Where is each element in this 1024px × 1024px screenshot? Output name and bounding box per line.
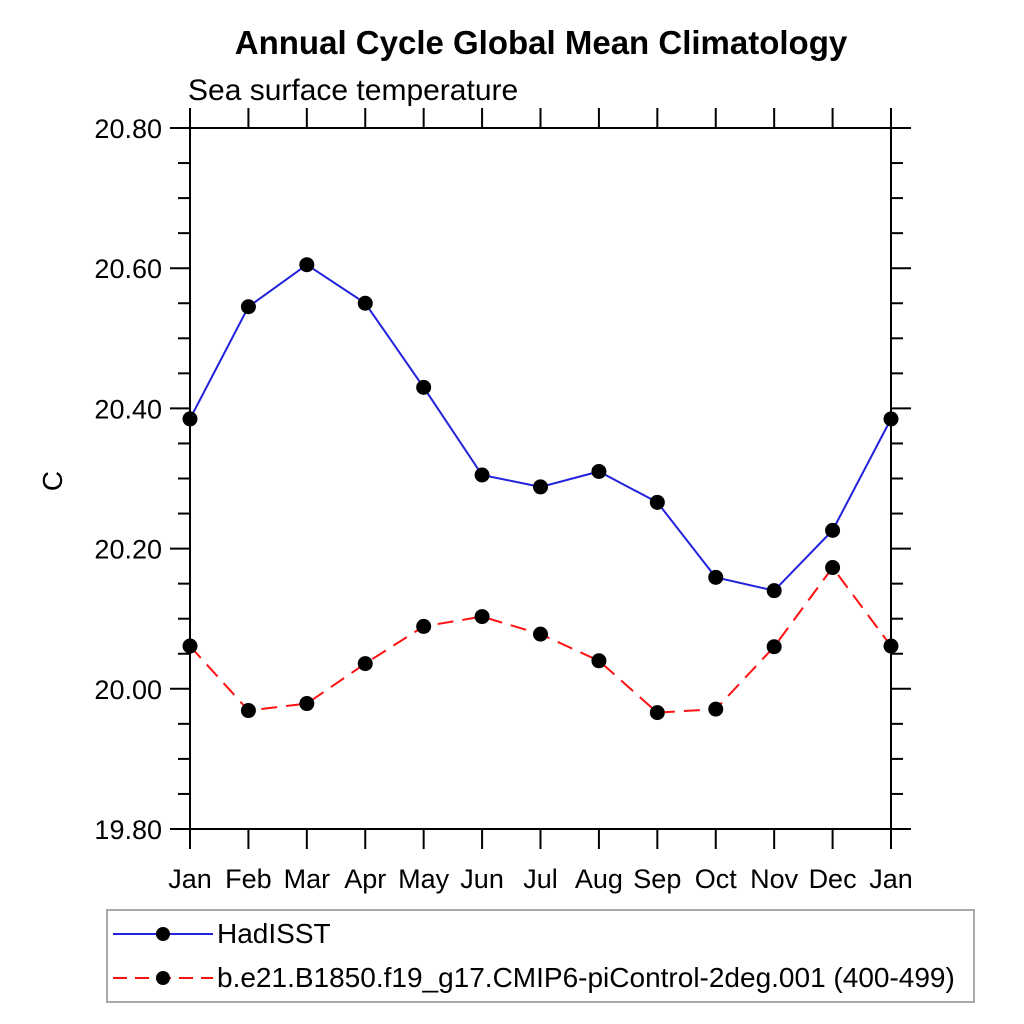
data-point-marker (766, 639, 782, 655)
x-tick-label: Jul (523, 864, 558, 894)
legend-sample-dashed-line (111, 963, 215, 993)
legend-sample-marker (156, 971, 170, 985)
y-tick-label: 20.00 (94, 675, 162, 705)
x-tick-label: Nov (750, 864, 799, 894)
x-tick-label: Apr (344, 864, 386, 894)
x-tick-label: Dec (809, 864, 857, 894)
chart-subtitle: Sea surface temperature (188, 74, 519, 107)
data-point-marker (825, 560, 841, 576)
data-point-marker (416, 618, 432, 634)
series-line-0 (189, 263, 892, 592)
data-point-marker (299, 696, 315, 712)
data-point-marker (825, 522, 841, 538)
legend-item-hadisst: HadISST (108, 912, 973, 956)
data-point-marker (474, 609, 490, 625)
data-point-marker (533, 479, 548, 495)
legend-sample-graphic (113, 971, 213, 985)
legend: HadISST b.e21.B1850.f19_g17.CMIP6-piCont… (106, 909, 975, 1003)
legend-item-model: b.e21.B1850.f19_g17.CMIP6-piControl-2deg… (108, 956, 973, 1000)
x-tick-label: Aug (575, 864, 623, 894)
data-point-marker (240, 299, 256, 315)
y-tick-label: 20.20 (94, 535, 162, 565)
y-tick-label: 20.40 (94, 394, 162, 424)
data-point-marker (649, 494, 665, 510)
data-point-marker (591, 463, 607, 479)
x-tick-label: Sep (633, 864, 681, 894)
x-tick-label: Jan (869, 864, 913, 894)
legend-sample-solid-line (111, 919, 215, 949)
data-point-marker (533, 626, 548, 642)
y-tick-label: 19.80 (94, 815, 162, 845)
data-point-marker (416, 379, 432, 395)
data-point-marker (883, 638, 899, 654)
data-point-marker (357, 656, 373, 672)
chart-title: Annual Cycle Global Mean Climatology (234, 24, 848, 61)
data-point-marker (883, 411, 899, 427)
x-tick-label: Jan (168, 864, 212, 894)
y-tick-label: 20.60 (94, 254, 162, 284)
x-tick-label: May (398, 864, 450, 894)
plot-frame (189, 127, 892, 830)
data-point-marker (766, 583, 782, 599)
x-tick-label: Oct (695, 864, 738, 894)
x-tick-label: Feb (225, 864, 272, 894)
x-tick-label: Mar (284, 864, 331, 894)
legend-label: HadISST (217, 918, 331, 949)
data-point-marker (591, 653, 607, 669)
data-point-marker (708, 701, 724, 717)
data-point-marker (182, 411, 198, 427)
data-point-marker (708, 569, 724, 585)
y-axis-title: C (37, 471, 68, 491)
data-point-marker (299, 257, 315, 273)
legend-label: b.e21.B1850.f19_g17.CMIP6-piControl-2deg… (217, 962, 955, 993)
data-point-marker (240, 703, 256, 719)
y-tick-label: 20.80 (94, 114, 162, 144)
data-point-marker (182, 638, 198, 654)
data-point-marker (474, 467, 490, 483)
x-tick-label: Jun (460, 864, 504, 894)
data-point-marker (649, 705, 665, 721)
legend-sample-marker (156, 927, 170, 941)
legend-sample-graphic (113, 927, 213, 941)
data-point-marker (357, 295, 373, 311)
